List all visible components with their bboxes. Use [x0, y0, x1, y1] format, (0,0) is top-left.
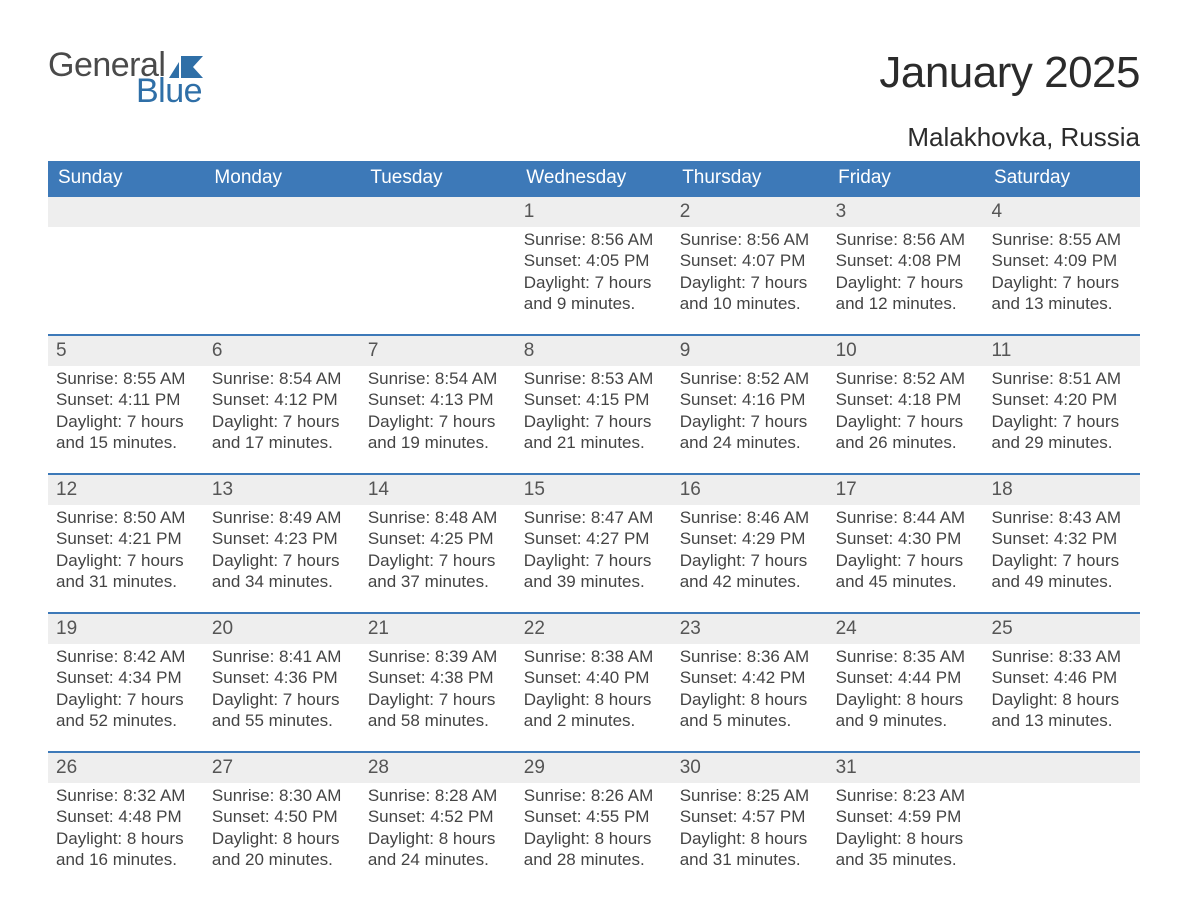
day-detail: Sunrise: 8:51 AMSunset: 4:20 PMDaylight:…	[984, 366, 1140, 461]
day-detail: Sunrise: 8:38 AMSunset: 4:40 PMDaylight:…	[516, 644, 672, 739]
day-number: 9	[672, 336, 828, 366]
day-number	[48, 197, 204, 225]
day-number: 6	[204, 336, 360, 366]
week-detail-row: Sunrise: 8:56 AMSunset: 4:05 PMDaylight:…	[48, 227, 1140, 335]
day-number: 26	[48, 753, 204, 783]
week-daynum-row: 1234	[48, 196, 1140, 227]
day-number: 23	[672, 614, 828, 644]
day-number: 25	[984, 614, 1140, 644]
header-bar: General Blue January 2025 Malakhovka, Ru…	[48, 48, 1140, 153]
page-title: January 2025	[879, 48, 1140, 98]
weekday-header: Wednesday	[516, 161, 672, 196]
weekday-header: Saturday	[984, 161, 1140, 196]
day-number: 27	[204, 753, 360, 783]
day-detail: Sunrise: 8:50 AMSunset: 4:21 PMDaylight:…	[48, 505, 204, 600]
week-daynum-row: 19202122232425	[48, 613, 1140, 644]
week-daynum-row: 567891011	[48, 335, 1140, 366]
day-detail: Sunrise: 8:54 AMSunset: 4:12 PMDaylight:…	[204, 366, 360, 461]
week-detail-row: Sunrise: 8:55 AMSunset: 4:11 PMDaylight:…	[48, 366, 1140, 474]
day-detail: Sunrise: 8:44 AMSunset: 4:30 PMDaylight:…	[828, 505, 984, 600]
week-detail-row: Sunrise: 8:32 AMSunset: 4:48 PMDaylight:…	[48, 783, 1140, 891]
weekday-header-row: Sunday Monday Tuesday Wednesday Thursday…	[48, 161, 1140, 196]
day-detail: Sunrise: 8:55 AMSunset: 4:09 PMDaylight:…	[984, 227, 1140, 322]
day-detail: Sunrise: 8:25 AMSunset: 4:57 PMDaylight:…	[672, 783, 828, 878]
weekday-header: Thursday	[672, 161, 828, 196]
day-number: 8	[516, 336, 672, 366]
day-detail: Sunrise: 8:33 AMSunset: 4:46 PMDaylight:…	[984, 644, 1140, 739]
day-number: 24	[828, 614, 984, 644]
weekday-header: Tuesday	[360, 161, 516, 196]
location-subtitle: Malakhovka, Russia	[879, 122, 1140, 153]
day-number: 7	[360, 336, 516, 366]
day-detail: Sunrise: 8:47 AMSunset: 4:27 PMDaylight:…	[516, 505, 672, 600]
day-detail: Sunrise: 8:28 AMSunset: 4:52 PMDaylight:…	[360, 783, 516, 878]
day-detail: Sunrise: 8:46 AMSunset: 4:29 PMDaylight:…	[672, 505, 828, 600]
week-daynum-row: 262728293031	[48, 752, 1140, 783]
day-number: 29	[516, 753, 672, 783]
day-number: 17	[828, 475, 984, 505]
week-detail-row: Sunrise: 8:50 AMSunset: 4:21 PMDaylight:…	[48, 505, 1140, 613]
day-detail: Sunrise: 8:53 AMSunset: 4:15 PMDaylight:…	[516, 366, 672, 461]
day-detail	[48, 227, 204, 237]
day-number: 21	[360, 614, 516, 644]
day-detail: Sunrise: 8:26 AMSunset: 4:55 PMDaylight:…	[516, 783, 672, 878]
day-number: 11	[984, 336, 1140, 366]
day-number: 31	[828, 753, 984, 783]
day-number	[984, 753, 1140, 781]
weekday-header: Sunday	[48, 161, 204, 196]
day-number: 16	[672, 475, 828, 505]
day-detail: Sunrise: 8:55 AMSunset: 4:11 PMDaylight:…	[48, 366, 204, 461]
day-detail: Sunrise: 8:23 AMSunset: 4:59 PMDaylight:…	[828, 783, 984, 878]
brand-word-blue: Blue	[136, 74, 202, 108]
day-detail: Sunrise: 8:54 AMSunset: 4:13 PMDaylight:…	[360, 366, 516, 461]
day-number: 14	[360, 475, 516, 505]
day-number: 10	[828, 336, 984, 366]
day-detail: Sunrise: 8:39 AMSunset: 4:38 PMDaylight:…	[360, 644, 516, 739]
day-number: 1	[516, 197, 672, 227]
day-detail: Sunrise: 8:52 AMSunset: 4:16 PMDaylight:…	[672, 366, 828, 461]
day-detail: Sunrise: 8:56 AMSunset: 4:05 PMDaylight:…	[516, 227, 672, 322]
day-detail: Sunrise: 8:56 AMSunset: 4:07 PMDaylight:…	[672, 227, 828, 322]
day-detail	[204, 227, 360, 237]
day-number: 20	[204, 614, 360, 644]
day-number: 4	[984, 197, 1140, 227]
day-detail: Sunrise: 8:43 AMSunset: 4:32 PMDaylight:…	[984, 505, 1140, 600]
day-number: 3	[828, 197, 984, 227]
day-number	[204, 197, 360, 225]
day-number: 13	[204, 475, 360, 505]
day-detail: Sunrise: 8:42 AMSunset: 4:34 PMDaylight:…	[48, 644, 204, 739]
week-daynum-row: 12131415161718	[48, 474, 1140, 505]
day-number: 28	[360, 753, 516, 783]
day-detail: Sunrise: 8:36 AMSunset: 4:42 PMDaylight:…	[672, 644, 828, 739]
day-number: 30	[672, 753, 828, 783]
day-detail: Sunrise: 8:56 AMSunset: 4:08 PMDaylight:…	[828, 227, 984, 322]
day-detail	[360, 227, 516, 237]
week-detail-row: Sunrise: 8:42 AMSunset: 4:34 PMDaylight:…	[48, 644, 1140, 752]
day-detail: Sunrise: 8:52 AMSunset: 4:18 PMDaylight:…	[828, 366, 984, 461]
day-number: 12	[48, 475, 204, 505]
calendar-table: Sunday Monday Tuesday Wednesday Thursday…	[48, 161, 1140, 891]
day-detail: Sunrise: 8:41 AMSunset: 4:36 PMDaylight:…	[204, 644, 360, 739]
day-number: 2	[672, 197, 828, 227]
day-number: 18	[984, 475, 1140, 505]
weekday-header: Friday	[828, 161, 984, 196]
day-detail: Sunrise: 8:30 AMSunset: 4:50 PMDaylight:…	[204, 783, 360, 878]
day-detail: Sunrise: 8:35 AMSunset: 4:44 PMDaylight:…	[828, 644, 984, 739]
brand-logo: General Blue	[48, 48, 203, 108]
day-number: 5	[48, 336, 204, 366]
weekday-header: Monday	[204, 161, 360, 196]
day-number: 22	[516, 614, 672, 644]
day-number: 19	[48, 614, 204, 644]
day-detail	[984, 783, 1140, 793]
day-detail: Sunrise: 8:49 AMSunset: 4:23 PMDaylight:…	[204, 505, 360, 600]
day-number: 15	[516, 475, 672, 505]
day-number	[360, 197, 516, 225]
day-detail: Sunrise: 8:48 AMSunset: 4:25 PMDaylight:…	[360, 505, 516, 600]
day-detail: Sunrise: 8:32 AMSunset: 4:48 PMDaylight:…	[48, 783, 204, 878]
